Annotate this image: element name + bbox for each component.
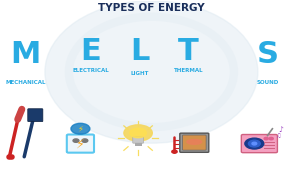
Circle shape	[269, 137, 273, 140]
Circle shape	[245, 138, 264, 149]
Circle shape	[172, 150, 177, 153]
Text: ⚡: ⚡	[77, 124, 83, 133]
Circle shape	[130, 128, 146, 138]
Ellipse shape	[45, 1, 258, 143]
Ellipse shape	[187, 140, 202, 144]
Text: L: L	[130, 37, 149, 66]
Circle shape	[73, 139, 79, 142]
Text: TYPES OF ENERGY: TYPES OF ENERGY	[98, 3, 205, 13]
Circle shape	[252, 142, 257, 145]
Circle shape	[264, 137, 268, 140]
FancyBboxPatch shape	[28, 109, 43, 122]
Circle shape	[71, 123, 90, 134]
Text: MECHANICAL: MECHANICAL	[5, 80, 46, 85]
Bar	[134, 143, 142, 146]
Text: E: E	[80, 37, 101, 66]
Text: LIGHT: LIGHT	[130, 71, 149, 76]
Circle shape	[124, 125, 152, 141]
Text: ⚡: ⚡	[76, 137, 85, 150]
FancyBboxPatch shape	[182, 135, 206, 150]
FancyBboxPatch shape	[133, 136, 143, 143]
Text: S: S	[257, 41, 279, 69]
Text: ELECTRICAL: ELECTRICAL	[72, 68, 109, 73]
FancyBboxPatch shape	[180, 133, 209, 152]
Circle shape	[248, 140, 260, 147]
Text: THERMAL: THERMAL	[174, 68, 203, 73]
Text: ♫: ♫	[276, 132, 282, 137]
Text: T: T	[178, 37, 199, 66]
FancyBboxPatch shape	[241, 135, 278, 153]
Text: ♪: ♪	[278, 125, 283, 134]
Circle shape	[82, 139, 88, 142]
Text: M: M	[11, 41, 41, 69]
FancyBboxPatch shape	[67, 135, 94, 153]
Text: SOUND: SOUND	[257, 80, 279, 85]
